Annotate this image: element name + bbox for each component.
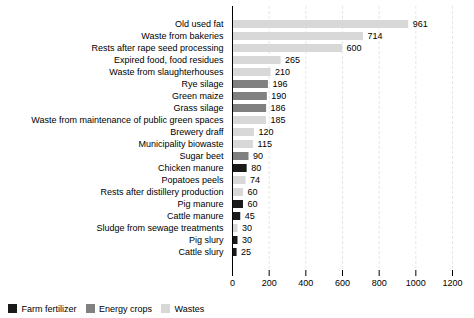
svg-text:Waste from bakeries: Waste from bakeries [141, 31, 224, 41]
svg-text:60: 60 [248, 199, 258, 209]
svg-text:714: 714 [367, 31, 382, 41]
svg-text:400: 400 [298, 278, 313, 288]
svg-text:Pig manure: Pig manure [177, 199, 223, 209]
svg-text:Waste from maintenance of publ: Waste from maintenance of public green s… [31, 115, 224, 125]
svg-text:Municipality biowaste: Municipality biowaste [138, 139, 223, 149]
svg-text:1200: 1200 [442, 278, 462, 288]
svg-text:Cattle manure: Cattle manure [167, 211, 224, 221]
svg-text:80: 80 [251, 163, 261, 173]
svg-text:120: 120 [259, 127, 274, 137]
svg-text:115: 115 [258, 139, 272, 149]
svg-text:Grass silage: Grass silage [173, 103, 223, 113]
svg-text:961: 961 [413, 19, 428, 29]
svg-text:Waste from slaughterhouses: Waste from slaughterhouses [109, 67, 224, 77]
html-text:Energy crops: Energy crops [99, 303, 152, 314]
svg-text:45: 45 [245, 211, 255, 221]
svg-text:60: 60 [248, 187, 258, 197]
html-text:Farm fertilizer: Farm fertilizer [21, 303, 77, 314]
svg-text:30: 30 [242, 235, 252, 245]
svg-text:200: 200 [262, 278, 277, 288]
svg-text:Rye silage: Rye silage [181, 79, 223, 89]
svg-text:Rests after distillery product: Rests after distillery production [100, 187, 223, 197]
svg-text:74: 74 [250, 175, 260, 185]
svg-text:186: 186 [271, 103, 286, 113]
svg-text:Chicken manure: Chicken manure [158, 163, 224, 173]
svg-text:25: 25 [241, 247, 251, 257]
svg-text:600: 600 [347, 43, 362, 53]
svg-text:Green maize: Green maize [172, 91, 224, 101]
svg-text:Sludge from sewage treatments: Sludge from sewage treatments [96, 223, 224, 233]
svg-text:190: 190 [271, 91, 286, 101]
svg-text:Cattle slury: Cattle slury [178, 247, 224, 257]
svg-text:0: 0 [230, 278, 235, 288]
svg-text:600: 600 [335, 278, 350, 288]
svg-text:Expired food, food residues: Expired food, food residues [114, 55, 224, 65]
svg-text:Sugar beet: Sugar beet [179, 151, 224, 161]
svg-text:Brewery draff: Brewery draff [170, 127, 224, 137]
svg-text:185: 185 [270, 115, 285, 125]
svg-text:90: 90 [253, 151, 263, 161]
svg-text:Old used fat: Old used fat [175, 19, 224, 29]
svg-text:265: 265 [285, 55, 300, 65]
svg-text:196: 196 [272, 79, 287, 89]
svg-text:1000: 1000 [406, 278, 426, 288]
svg-text:Popatoes peels: Popatoes peels [161, 175, 224, 185]
svg-text:Pig slury: Pig slury [189, 235, 224, 245]
svg-text:210: 210 [275, 67, 290, 77]
svg-text:800: 800 [372, 278, 387, 288]
svg-text:Rests after rape seed processi: Rests after rape seed processing [91, 43, 223, 53]
html-text:Wastes: Wastes [174, 303, 205, 314]
svg-text:30: 30 [242, 223, 252, 233]
